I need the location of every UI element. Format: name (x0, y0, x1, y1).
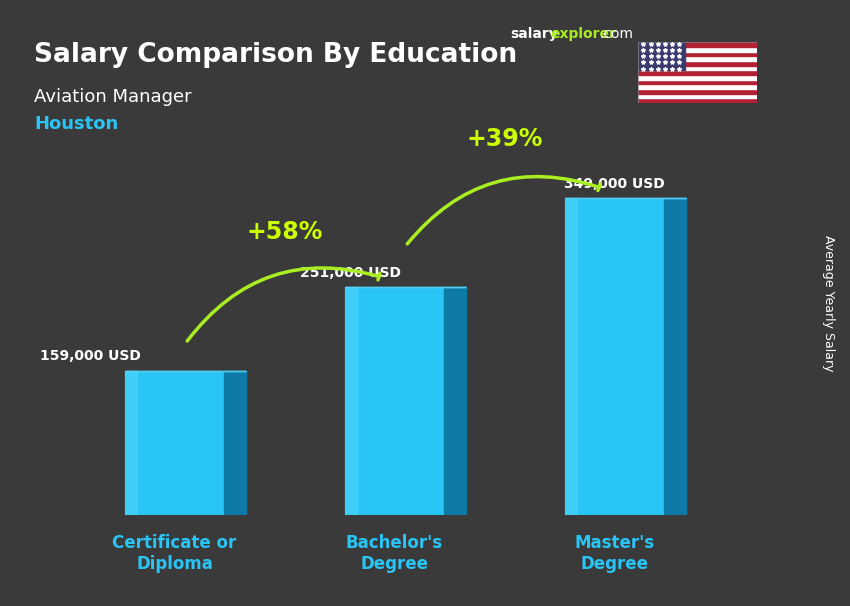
Polygon shape (345, 287, 357, 515)
Text: explorer: explorer (551, 27, 617, 41)
Bar (638, 98, 756, 103)
Polygon shape (565, 198, 577, 515)
Polygon shape (664, 198, 686, 515)
Bar (638, 70, 756, 75)
Bar (125, 371, 224, 515)
Text: Houston: Houston (34, 115, 118, 133)
Bar (638, 42, 685, 70)
Polygon shape (224, 371, 246, 515)
Bar (638, 52, 756, 56)
Bar (638, 61, 756, 65)
Bar (345, 287, 444, 515)
Bar (638, 42, 756, 47)
Bar (638, 80, 756, 84)
Text: 159,000 USD: 159,000 USD (41, 349, 141, 364)
Bar (638, 94, 756, 98)
Polygon shape (444, 287, 466, 515)
Bar (565, 198, 664, 515)
Bar (638, 65, 756, 70)
Text: +58%: +58% (246, 221, 323, 244)
Text: salary: salary (510, 27, 558, 41)
Bar (638, 89, 756, 94)
Text: Average Yearly Salary: Average Yearly Salary (822, 235, 836, 371)
Bar (638, 75, 756, 80)
Text: 349,000 USD: 349,000 USD (564, 176, 665, 190)
Bar (638, 47, 756, 52)
Text: .com: .com (599, 27, 633, 41)
Text: 251,000 USD: 251,000 USD (300, 265, 401, 280)
Bar (638, 56, 756, 61)
Text: Salary Comparison By Education: Salary Comparison By Education (34, 42, 517, 68)
Polygon shape (125, 371, 137, 515)
Bar (638, 84, 756, 89)
Text: Aviation Manager: Aviation Manager (34, 88, 191, 106)
Text: +39%: +39% (467, 127, 542, 151)
